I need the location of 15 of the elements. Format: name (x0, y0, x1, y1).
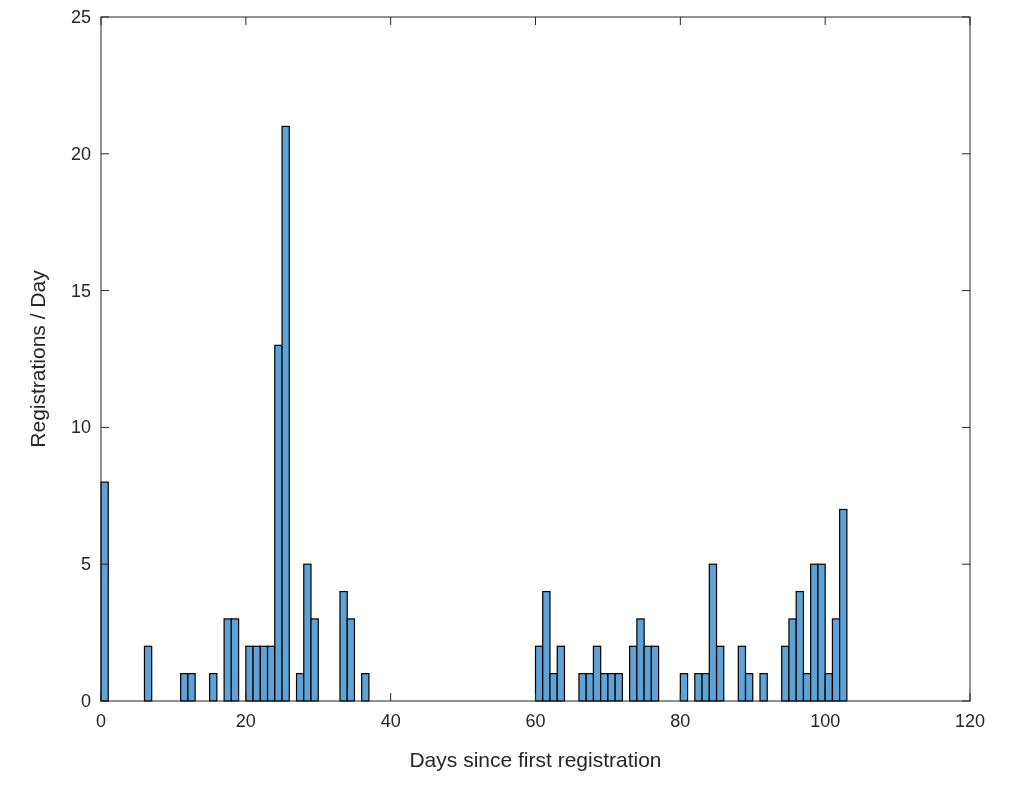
x-tick-label: 0 (95, 711, 107, 731)
x-tick-label: 100 (810, 711, 841, 731)
y-tick-label: 15 (70, 280, 91, 301)
y-axis-title: Registrations / Day (26, 269, 49, 448)
y-tick-label: 10 (70, 417, 91, 438)
y-tick-label: 20 (70, 143, 91, 164)
x-axis-title: Days since first registration (409, 748, 662, 771)
x-tick-label: 40 (380, 711, 401, 731)
y-tick-label: 25 (70, 7, 91, 27)
x-tick-label: 20 (235, 711, 256, 731)
x-tick-label: 60 (525, 711, 546, 731)
y-tick-label: 5 (80, 554, 91, 575)
x-tick-label: 120 (954, 711, 986, 731)
x-tick-label: 80 (670, 711, 691, 731)
y-tick-label: 0 (80, 691, 91, 711)
